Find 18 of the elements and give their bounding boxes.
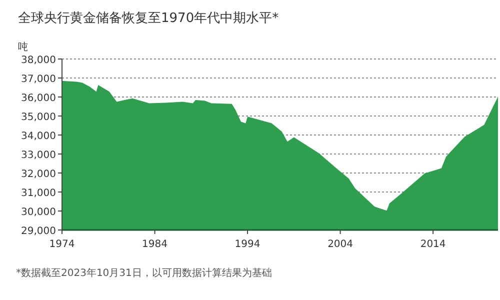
x-tick-label: 1974 [49,239,75,250]
x-tick-label: 2004 [328,239,354,250]
x-tick-label: 2014 [420,239,446,250]
y-tick-label: 34,000 [21,131,56,142]
y-tick-label: 31,000 [21,188,56,199]
x-tick-label: 1994 [234,239,260,250]
text: *数据截至2023年10月31日，以可用数据计算结果为基础 [16,267,272,279]
y-tick-label: 32,000 [21,169,56,180]
y-tick-label: 36,000 [21,93,56,104]
y-tick-label: 38,000 [21,55,56,66]
y-tick-label: 30,000 [21,207,56,218]
y-tick-label: 33,000 [21,150,56,161]
y-tick-label: 37,000 [21,74,56,85]
y-tick-label: 29,000 [21,226,56,237]
y-tick-label: 35,000 [21,112,56,123]
x-tick-label: 1984 [142,239,168,250]
y-axis-title: 吨 [18,41,28,53]
chart-title: 全球央行黄金储备恢复至1970年代中期水平* [18,11,280,26]
